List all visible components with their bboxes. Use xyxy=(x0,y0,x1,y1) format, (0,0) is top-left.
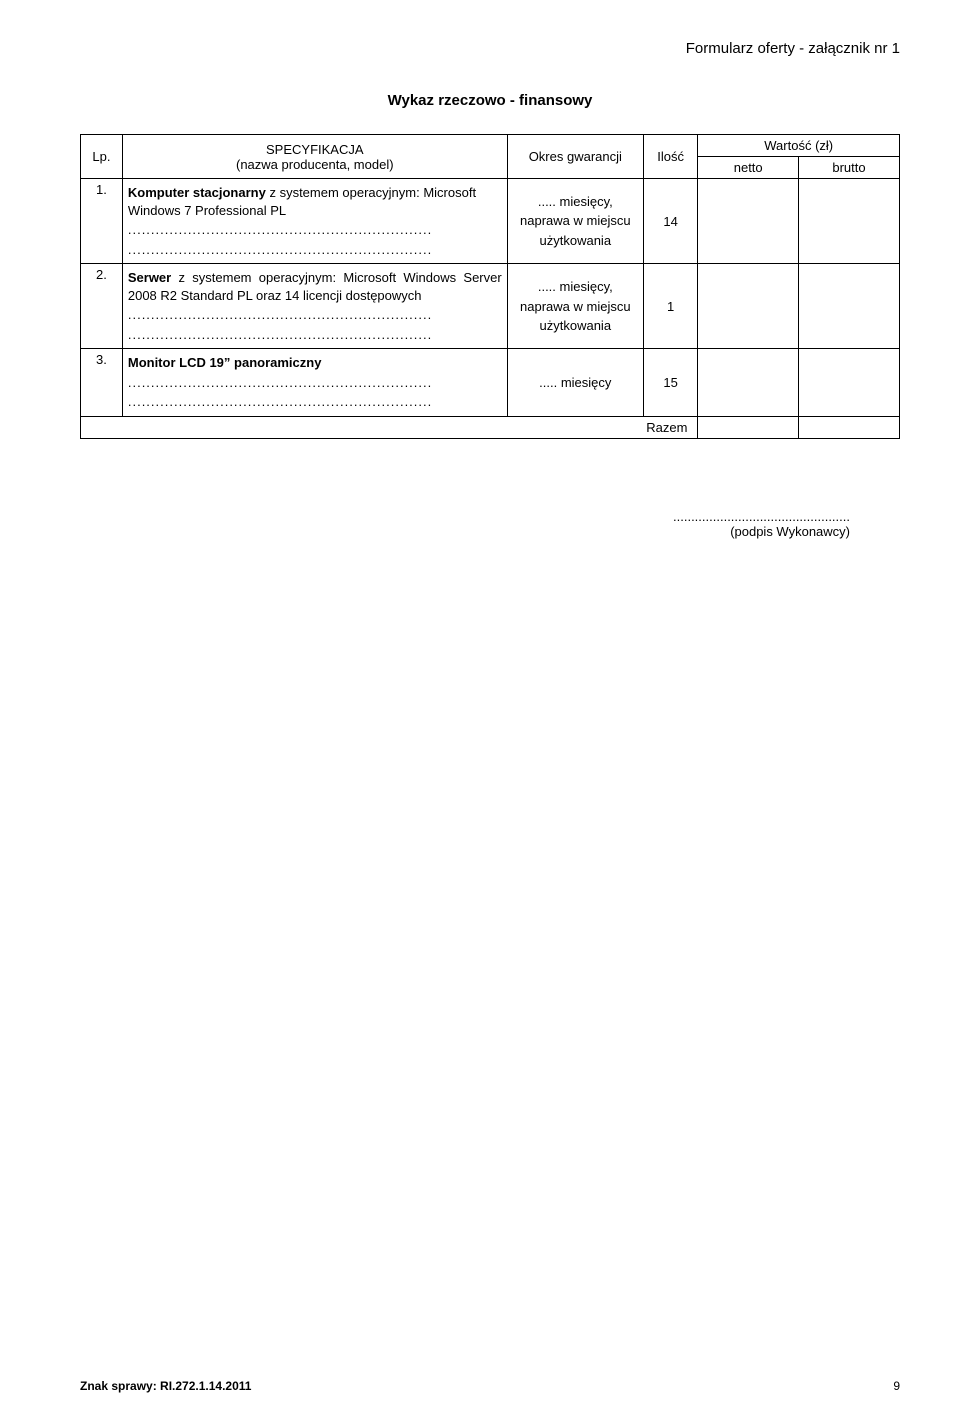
row1-ilosc: 14 xyxy=(643,179,698,264)
row2-dots1: ........................................… xyxy=(128,306,502,324)
razem-netto xyxy=(698,417,799,439)
row1-netto xyxy=(698,179,799,264)
table-row: 3. Monitor LCD 19” panoramiczny ........… xyxy=(81,349,900,417)
razem-row: Razem xyxy=(81,417,900,439)
row1-dots1: ........................................… xyxy=(128,221,502,239)
row1-okres-l3: użytkowania xyxy=(513,232,638,250)
row3-spec: Monitor LCD 19” panoramiczny ...........… xyxy=(122,349,507,417)
col-wartosc: Wartość (zł) xyxy=(698,135,900,157)
row1-spec-text: Komputer stacjonarny z systemem operacyj… xyxy=(128,184,502,219)
row2-lp: 2. xyxy=(81,264,123,349)
footer-page-number: 9 xyxy=(893,1379,900,1393)
row3-okres: ..... miesięcy xyxy=(507,349,643,417)
row2-spec-bold: Serwer xyxy=(128,270,171,285)
col-spec-line2: (nazwa producenta, model) xyxy=(128,157,502,172)
row2-brutto xyxy=(799,264,900,349)
row2-okres-l3: użytkowania xyxy=(513,317,638,335)
col-netto: netto xyxy=(698,157,799,179)
row3-lp: 3. xyxy=(81,349,123,417)
row2-spec: Serwer z systemem operacyjnym: Microsoft… xyxy=(122,264,507,349)
row2-okres-l2: naprawa w miejscu xyxy=(513,298,638,316)
row3-brutto xyxy=(799,349,900,417)
row3-netto xyxy=(698,349,799,417)
razem-label: Razem xyxy=(81,417,698,439)
row1-okres: ..... miesięcy, naprawa w miejscu użytko… xyxy=(507,179,643,264)
row1-lp: 1. xyxy=(81,179,123,264)
row1-spec: Komputer stacjonarny z systemem operacyj… xyxy=(122,179,507,264)
row2-netto xyxy=(698,264,799,349)
row2-spec-rest: z systemem operacyjnym: Microsoft Window… xyxy=(128,270,502,303)
row1-okres-l2: naprawa w miejscu xyxy=(513,212,638,230)
col-okres: Okres gwarancji xyxy=(507,135,643,179)
row3-dots2: ........................................… xyxy=(128,393,502,411)
row1-dots2: ........................................… xyxy=(128,241,502,259)
row3-spec-bold: Monitor LCD 19” panoramiczny xyxy=(128,354,502,372)
row3-dots1: ........................................… xyxy=(128,374,502,392)
signature-label: (podpis Wykonawcy) xyxy=(80,524,850,539)
page: Formularz oferty - załącznik nr 1 Wykaz … xyxy=(0,0,960,1418)
signature-dots: ........................................… xyxy=(80,509,850,524)
row1-brutto xyxy=(799,179,900,264)
page-subtitle: Wykaz rzeczowo - finansowy xyxy=(80,92,900,109)
page-footer: Znak sprawy: RI.272.1.14.2011 9 xyxy=(80,1379,900,1393)
row2-okres-l1: ..... miesięcy, xyxy=(513,278,638,296)
row1-spec-bold: Komputer stacjonarny xyxy=(128,185,266,200)
row3-okres-l1: ..... miesięcy xyxy=(513,374,638,392)
row2-okres: ..... miesięcy, naprawa w miejscu użytko… xyxy=(507,264,643,349)
col-brutto: brutto xyxy=(799,157,900,179)
table-row: 2. Serwer z systemem operacyjnym: Micros… xyxy=(81,264,900,349)
row3-ilosc: 15 xyxy=(643,349,698,417)
row2-dots2: ........................................… xyxy=(128,326,502,344)
signature-block: ........................................… xyxy=(80,509,900,539)
col-spec-line1: SPECYFIKACJA xyxy=(128,142,502,157)
form-attachment-label: Formularz oferty - załącznik nr 1 xyxy=(80,40,900,57)
row2-spec-text: Serwer z systemem operacyjnym: Microsoft… xyxy=(128,269,502,304)
razem-brutto xyxy=(799,417,900,439)
row2-ilosc: 1 xyxy=(643,264,698,349)
financial-table: Lp. SPECYFIKACJA (nazwa producenta, mode… xyxy=(80,134,900,439)
col-lp: Lp. xyxy=(81,135,123,179)
table-row: 1. Komputer stacjonarny z systemem opera… xyxy=(81,179,900,264)
footer-left: Znak sprawy: RI.272.1.14.2011 xyxy=(80,1379,251,1393)
col-ilosc: Ilość xyxy=(643,135,698,179)
col-spec: SPECYFIKACJA (nazwa producenta, model) xyxy=(122,135,507,179)
row1-okres-l1: ..... miesięcy, xyxy=(513,193,638,211)
header-row-1: Lp. SPECYFIKACJA (nazwa producenta, mode… xyxy=(81,135,900,157)
